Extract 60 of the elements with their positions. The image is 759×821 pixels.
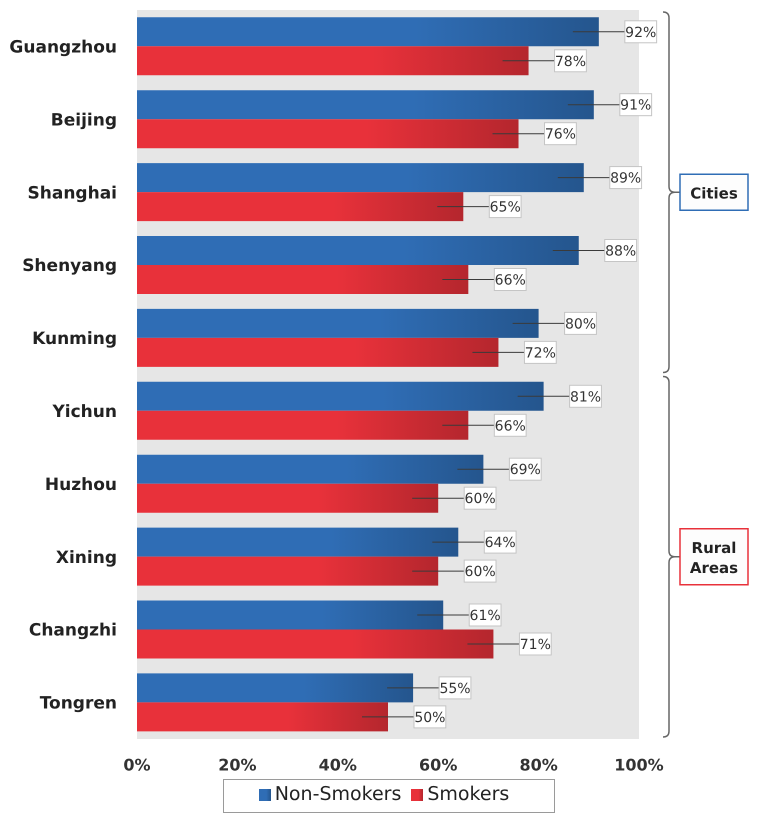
data-label: 76% xyxy=(544,126,576,143)
bar xyxy=(137,119,519,148)
bar xyxy=(137,484,438,513)
legend-label: Smokers xyxy=(427,783,510,805)
data-label: 55% xyxy=(439,680,471,697)
bar xyxy=(137,702,388,732)
bar xyxy=(137,629,494,658)
data-label: 71% xyxy=(520,636,551,653)
y-tick-label: Shenyang xyxy=(22,256,117,276)
data-label: 65% xyxy=(490,200,521,216)
data-label: 66% xyxy=(494,418,526,434)
y-tick-label: Kunming xyxy=(32,329,117,350)
y-tick-label: Tongren xyxy=(40,694,117,714)
bar xyxy=(137,192,464,222)
x-tick-label: 20% xyxy=(218,755,257,774)
x-tick-label: 40% xyxy=(318,755,357,774)
data-label: 91% xyxy=(620,98,652,114)
bar xyxy=(137,382,544,411)
data-label: 50% xyxy=(414,710,446,726)
data-label: 69% xyxy=(510,462,541,478)
data-label: 64% xyxy=(484,535,516,552)
data-label: 60% xyxy=(464,564,496,580)
x-tick-label: 80% xyxy=(519,755,558,774)
y-tick-label: Changzhi xyxy=(28,620,117,641)
x-tick-label: 100% xyxy=(614,755,664,774)
bar xyxy=(137,236,579,265)
bar xyxy=(137,528,458,557)
data-label: 80% xyxy=(564,316,596,332)
y-tick-label: Huzhou xyxy=(44,474,117,495)
data-label: 61% xyxy=(470,608,501,624)
text: Rural Areas xyxy=(690,538,738,577)
bar xyxy=(137,673,414,702)
bar xyxy=(137,46,529,76)
legend-label: Non-Smokers xyxy=(274,783,402,805)
y-tick-label: Yichun xyxy=(51,402,117,422)
y-tick-label: Guangzhou xyxy=(9,37,117,58)
y-tick-label: Xining xyxy=(56,548,117,568)
data-label: 89% xyxy=(610,170,642,187)
data-label: 88% xyxy=(605,243,636,260)
data-label: 72% xyxy=(524,345,556,362)
bar xyxy=(137,163,584,192)
bar xyxy=(137,338,498,367)
bar xyxy=(137,17,599,46)
bar xyxy=(137,600,444,630)
data-label: 66% xyxy=(494,272,526,288)
data-label: 60% xyxy=(464,491,496,508)
x-tick-label: 0% xyxy=(123,755,151,774)
bar xyxy=(137,90,594,120)
data-label: 81% xyxy=(570,389,602,406)
data-label: 78% xyxy=(554,54,586,70)
bar xyxy=(137,410,468,440)
x-tick-label: 60% xyxy=(419,755,458,774)
bar xyxy=(137,556,438,586)
text: Cities xyxy=(690,184,738,202)
bar xyxy=(137,264,468,294)
data-label: 92% xyxy=(625,24,656,41)
y-tick-label: Shanghai xyxy=(28,183,117,204)
bar xyxy=(137,308,539,338)
bar xyxy=(137,454,484,484)
y-tick-label: Beijing xyxy=(50,110,117,130)
